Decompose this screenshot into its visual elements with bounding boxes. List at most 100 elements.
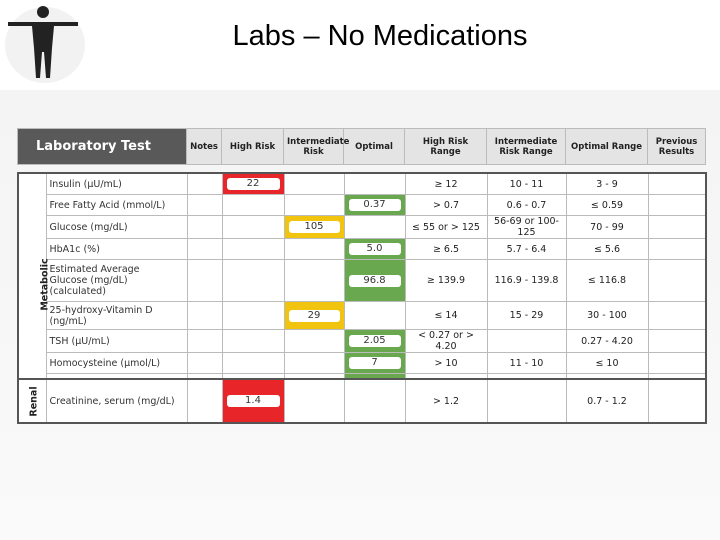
- column-header: High Risk: [221, 128, 285, 165]
- risk-cell: 96.8: [343, 259, 406, 302]
- test-name: Free Fatty Acid (mmol/L): [45, 194, 188, 216]
- range: ≤ 5.6: [565, 238, 649, 260]
- range: 0.7 - 1.2: [565, 378, 649, 424]
- range: < 0.27 or > 4.20: [404, 329, 488, 353]
- risk-cell: 22: [221, 172, 285, 195]
- risk-cell: 1.4: [221, 378, 285, 424]
- test-name: Insulin (µU/mL): [45, 172, 188, 195]
- result: 29: [288, 309, 340, 322]
- result: 0.37: [348, 199, 401, 211]
- range: ≤ 0.59: [565, 194, 649, 216]
- range: 116.9 - 139.8: [486, 259, 567, 302]
- range: 0.27 - 4.20: [565, 329, 649, 353]
- risk-cell: [343, 215, 406, 239]
- range: 3 - 9: [565, 172, 649, 195]
- result: 96.8: [348, 274, 401, 287]
- risk-cell: [283, 238, 345, 260]
- previous-results: [647, 259, 707, 302]
- body-icon: [5, 6, 85, 83]
- row: 25-hydroxy-Vitamin D (ng/mL) 29 ≤ 14 15 - 2…: [18, 301, 707, 330]
- column-header: Intermediate Risk Range: [486, 128, 567, 165]
- section-name: Metabolic: [39, 257, 51, 311]
- previous-results: [647, 352, 707, 374]
- range: [486, 329, 567, 353]
- risk-cell: 0.37: [343, 194, 406, 216]
- result: 105: [288, 221, 340, 233]
- risk-cell: [221, 352, 285, 374]
- range: ≤ 55 or > 125: [404, 215, 488, 239]
- risk-cell: [221, 215, 285, 239]
- notes: [186, 329, 223, 353]
- range: 30 - 100: [565, 301, 649, 330]
- risk-cell: [221, 329, 285, 353]
- risk-cell: [221, 238, 285, 260]
- test-name: TSH (µU/mL): [45, 329, 188, 353]
- range: ≥ 6.5: [404, 238, 488, 260]
- notes: [186, 259, 223, 302]
- range: ≤ 10: [565, 352, 649, 374]
- title: Labs – No Medications: [232, 20, 528, 52]
- risk-cell: [283, 259, 345, 302]
- risk-cell: 29: [283, 301, 345, 330]
- range: ≤ 116.8: [565, 259, 649, 302]
- range: 56-69 or 100-125: [486, 215, 567, 239]
- result: 7: [348, 357, 401, 369]
- result: 1.4: [226, 395, 280, 407]
- risk-cell: [283, 172, 345, 195]
- header-table: Laboratory Test Notes High Risk Intermediat…: [16, 128, 707, 165]
- result: 5.0: [348, 243, 401, 255]
- risk-cell: [283, 352, 345, 374]
- risk-cell: [221, 301, 285, 330]
- section-name: Renal: [28, 385, 40, 417]
- risk-cell: [221, 194, 285, 216]
- section-label: Metabolic: [17, 172, 51, 396]
- notes: [186, 378, 223, 424]
- test-name: Creatinine, serum (mg/dL): [45, 378, 188, 424]
- notes: [186, 352, 223, 374]
- risk-cell: [343, 172, 406, 195]
- risk-cell: [283, 378, 345, 424]
- risk-cell: 5.0: [343, 238, 406, 260]
- range: 5.7 - 6.4: [486, 238, 567, 260]
- previous-results: [647, 301, 707, 330]
- row: TSH (µU/mL) 2.05 < 0.27 or > 4.20 0.27 - 4.…: [18, 329, 707, 353]
- risk-cell: [283, 194, 345, 216]
- risk-cell: [343, 301, 406, 330]
- previous-results: [647, 194, 707, 216]
- column-header: Laboratory Test: [16, 128, 188, 165]
- range: > 0.7: [404, 194, 488, 216]
- section-label: Renal: [17, 378, 47, 424]
- range: 11 - 10: [486, 352, 567, 374]
- row: Renal Creatinine, serum (mg/dL) 1.4 > 1.2 0.…: [17, 378, 707, 424]
- previous-results: [647, 378, 707, 424]
- risk-cell: 7: [343, 352, 406, 374]
- column-header: Optimal: [343, 128, 406, 165]
- header-row: Laboratory Test Notes High Risk Intermediat…: [16, 128, 707, 165]
- notes: [186, 301, 223, 330]
- previous-results: [647, 329, 707, 353]
- test-name: HbA1c (%): [45, 238, 188, 260]
- range: 10 - 11: [486, 172, 567, 195]
- row: Estimated Average Glucose (mg/dL) (calcu…: [18, 259, 707, 302]
- row: Free Fatty Acid (mmol/L) 0.37 > 0.7 0.6 - 0…: [18, 194, 707, 216]
- column-header: High Risk Range: [404, 128, 488, 165]
- row: Homocysteine (µmol/L) 7 > 10 11 - 10 ≤ 10: [18, 352, 707, 374]
- previous-results: [647, 215, 707, 239]
- row: HbA1c (%) 5.0 ≥ 6.5 5.7 - 6.4 ≤ 5.6: [18, 238, 707, 260]
- range: > 10: [404, 352, 488, 374]
- column-header: Optimal Range: [565, 128, 649, 165]
- range: 0.6 - 0.7: [486, 194, 567, 216]
- previous-results: [647, 172, 707, 195]
- section-table: Renal Creatinine, serum (mg/dL) 1.4 > 1.2 0.…: [17, 378, 707, 424]
- risk-cell: 105: [283, 215, 345, 239]
- range: ≥ 12: [404, 172, 488, 195]
- column-header: Previous Results: [647, 128, 707, 165]
- column-header: Intermediate Risk: [283, 128, 349, 165]
- row: Glucose (mg/dL) 105 ≤ 55 or > 125 56-69 or …: [18, 215, 707, 239]
- risk-cell: [283, 329, 345, 353]
- range: [486, 378, 567, 424]
- range: ≤ 14: [404, 301, 488, 330]
- risk-cell: 2.05: [343, 329, 406, 353]
- range: ≥ 139.9: [404, 259, 488, 302]
- result: 22: [226, 178, 280, 190]
